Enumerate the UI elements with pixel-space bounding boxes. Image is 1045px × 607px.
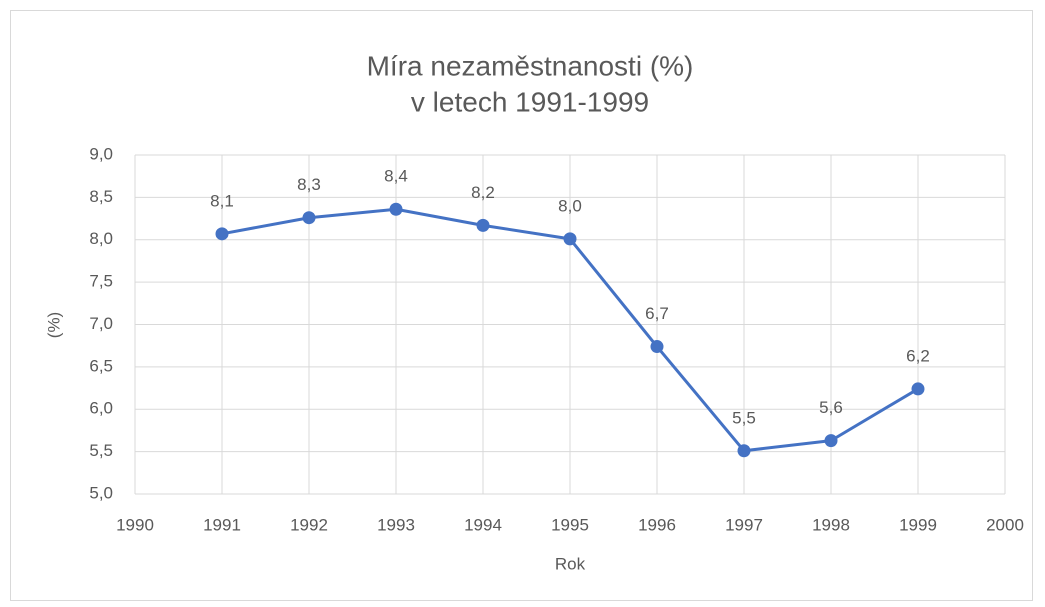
x-tick-label: 1992 bbox=[290, 515, 328, 534]
x-tick-label: 1998 bbox=[812, 515, 850, 534]
x-tick-label: 1993 bbox=[377, 515, 415, 534]
y-axis-label: (%) bbox=[44, 312, 63, 338]
data-point bbox=[476, 218, 490, 232]
x-axis-label: Rok bbox=[555, 554, 586, 573]
x-tick-label: 1999 bbox=[899, 515, 937, 534]
y-tick-label: 8,5 bbox=[89, 187, 113, 206]
data-point bbox=[563, 232, 577, 246]
data-point bbox=[824, 434, 838, 448]
y-tick-label: 7,0 bbox=[89, 314, 113, 333]
data-point bbox=[911, 382, 925, 396]
data-label: 5,5 bbox=[732, 408, 756, 427]
y-tick-label: 5,5 bbox=[89, 441, 113, 460]
data-point bbox=[737, 444, 751, 458]
chart-title: Míra nezaměstnanosti (%) bbox=[367, 50, 694, 81]
data-point bbox=[215, 227, 229, 241]
x-tick-label: 1997 bbox=[725, 515, 763, 534]
x-tick-label: 1995 bbox=[551, 515, 589, 534]
x-tick-label: 2000 bbox=[986, 515, 1024, 534]
chart-title: v letech 1991-1999 bbox=[411, 86, 649, 117]
data-label: 5,6 bbox=[819, 398, 843, 417]
data-label: 8,4 bbox=[384, 167, 408, 186]
data-label: 8,3 bbox=[297, 175, 321, 194]
x-tick-label: 1994 bbox=[464, 515, 502, 534]
y-tick-label: 5,0 bbox=[89, 483, 113, 502]
y-tick-label: 9,0 bbox=[89, 144, 113, 163]
x-tick-label: 1991 bbox=[203, 515, 241, 534]
x-tick-label: 1996 bbox=[638, 515, 676, 534]
data-label: 6,2 bbox=[906, 346, 930, 365]
x-tick-label: 1990 bbox=[116, 515, 154, 534]
data-label: 8,1 bbox=[210, 191, 234, 210]
y-tick-label: 7,5 bbox=[89, 272, 113, 291]
data-label: 6,7 bbox=[645, 304, 669, 323]
data-point bbox=[389, 202, 403, 216]
data-point bbox=[302, 211, 316, 225]
y-tick-label: 6,0 bbox=[89, 399, 113, 418]
data-point bbox=[650, 340, 664, 354]
data-label: 8,2 bbox=[471, 183, 495, 202]
chart-border bbox=[10, 10, 1033, 601]
data-label: 8,0 bbox=[558, 196, 582, 215]
y-tick-label: 8,0 bbox=[89, 229, 113, 248]
y-tick-label: 6,5 bbox=[89, 356, 113, 375]
